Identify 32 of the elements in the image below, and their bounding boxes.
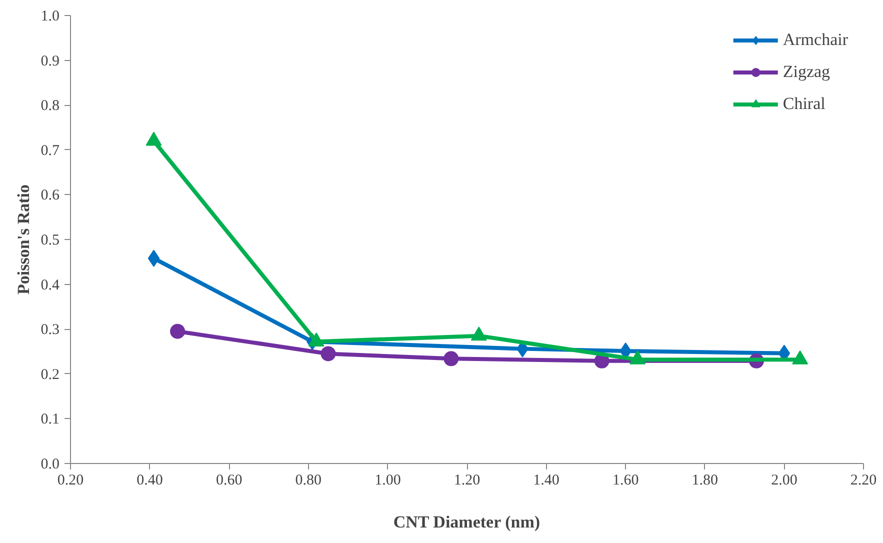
point xyxy=(444,351,459,366)
y-tick-label: 0.5 xyxy=(40,232,60,248)
x-tick-label: 0.20 xyxy=(57,472,84,488)
legend-label: Zigzag xyxy=(782,62,830,82)
x-tick-label: 2.00 xyxy=(771,472,798,488)
point xyxy=(148,250,160,267)
y-tick-label: 1.0 xyxy=(40,8,60,24)
y-tick-label: 0.9 xyxy=(40,53,60,70)
y-axis-title: Poisson's Ratio xyxy=(14,184,33,295)
point xyxy=(146,132,162,146)
point xyxy=(170,324,186,339)
x-tick-label: 1.20 xyxy=(454,472,480,488)
x-tick-label: 0.80 xyxy=(295,472,322,488)
x-tick-label: 1.60 xyxy=(612,472,639,488)
x-tick-label: 1.00 xyxy=(374,472,401,488)
legend-label: Armchair xyxy=(782,30,848,50)
x-tick-label: 2.20 xyxy=(850,472,877,488)
x-tick-label: 0.40 xyxy=(136,472,163,488)
y-tick-label: 0.4 xyxy=(40,277,60,294)
x-axis-title: CNT Diameter (nm) xyxy=(393,512,540,532)
x-tick-label: 1.40 xyxy=(533,472,560,488)
point xyxy=(320,346,336,362)
y-tick-label: 0.2 xyxy=(40,366,60,383)
y-tick-label: 0.7 xyxy=(40,142,60,159)
legend-label: Chiral xyxy=(782,94,826,114)
y-tick-label: 0.1 xyxy=(40,412,60,428)
y-tick-label: 0.3 xyxy=(40,322,60,338)
y-tick-label: 0.8 xyxy=(40,98,60,114)
x-tick-label: 0.60 xyxy=(216,472,242,488)
y-tick-label: 0.6 xyxy=(40,188,60,204)
x-tick-label: 1.80 xyxy=(692,472,718,488)
y-tick-label: 0.0 xyxy=(40,456,60,472)
